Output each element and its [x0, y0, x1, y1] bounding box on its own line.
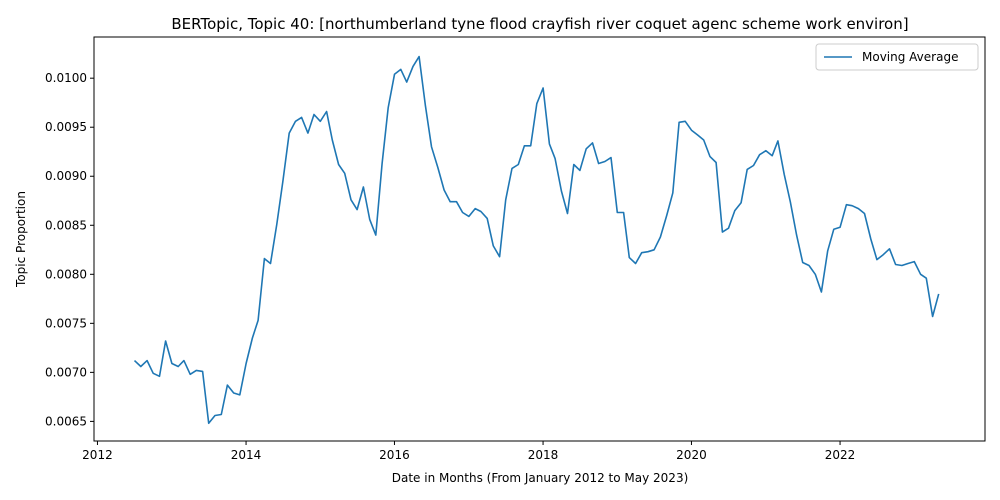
- chart-title: BERTopic, Topic 40: [northumberland tyne…: [171, 15, 908, 33]
- y-tick-label: 0.0100: [45, 71, 87, 85]
- y-axis: 0.0065 0.0070 0.0075 0.0080 0.0085 0.0090 0.00…: [45, 71, 94, 428]
- legend: Moving Average: [815, 43, 979, 71]
- y-axis-label: Topic Proportion: [14, 191, 28, 288]
- legend-box: [815, 43, 979, 71]
- y-tick-label: 0.0085: [45, 218, 87, 232]
- series-line: [133, 55, 940, 425]
- y-tick-label: 0.0090: [45, 169, 87, 183]
- x-tick-label: 2018: [528, 448, 559, 462]
- legend-label: Moving Average: [862, 50, 958, 64]
- x-tick-label: 2016: [379, 448, 410, 462]
- x-tick-label: 2020: [676, 448, 707, 462]
- x-axis-label: Date in Months (From January 2012 to May…: [392, 471, 689, 485]
- y-tick-label: 0.0080: [45, 267, 87, 281]
- x-tick-label: 2012: [82, 448, 113, 462]
- series-layer: [133, 55, 940, 425]
- y-tick-label: 0.0075: [45, 316, 87, 330]
- y-tick-label: 0.0070: [45, 365, 87, 379]
- x-axis: 2012 2014 2016 2018 2020 2022: [82, 441, 855, 462]
- x-tick-label: 2014: [231, 448, 262, 462]
- y-tick-label: 0.0095: [45, 120, 87, 134]
- x-tick-label: 2022: [825, 448, 856, 462]
- plot-area: [93, 36, 986, 442]
- y-tick-label: 0.0065: [45, 414, 87, 428]
